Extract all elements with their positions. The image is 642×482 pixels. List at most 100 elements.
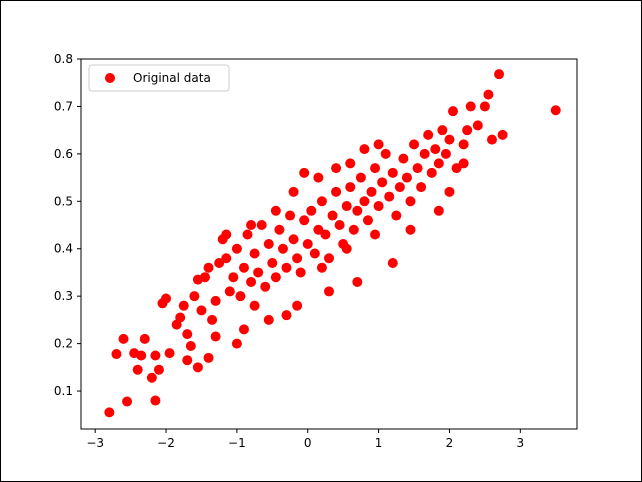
data-point — [249, 248, 260, 259]
data-point — [313, 224, 324, 235]
data-point — [458, 158, 469, 169]
data-point — [153, 364, 164, 375]
data-point — [267, 257, 278, 268]
data-point — [136, 350, 147, 361]
data-point — [497, 129, 508, 140]
data-point — [550, 105, 561, 116]
data-point — [387, 167, 398, 178]
data-point — [465, 101, 476, 112]
data-point — [150, 350, 161, 361]
data-point — [458, 139, 469, 150]
data-point — [139, 333, 150, 344]
data-point — [359, 144, 370, 155]
data-point — [277, 243, 288, 254]
data-point — [270, 272, 281, 283]
data-point — [486, 134, 497, 145]
y-tick-label: 0.5 — [54, 194, 73, 208]
legend-marker — [105, 73, 115, 83]
data-point — [331, 186, 342, 197]
x-tick-label: 2 — [446, 436, 454, 450]
data-point — [391, 210, 402, 221]
data-point — [320, 229, 331, 240]
data-point — [433, 205, 444, 216]
data-point — [448, 106, 458, 117]
data-point — [309, 248, 320, 259]
x-tick-label: −3 — [86, 436, 104, 450]
data-point — [377, 177, 388, 188]
data-point — [231, 338, 242, 349]
data-point — [444, 134, 455, 145]
data-point — [430, 144, 441, 155]
data-point — [405, 196, 416, 207]
data-point — [281, 310, 292, 321]
data-point — [348, 224, 359, 235]
data-point — [334, 220, 345, 231]
x-tick-label: −2 — [157, 436, 175, 450]
data-point — [306, 205, 317, 216]
plot-area — [80, 58, 578, 430]
data-point — [345, 182, 356, 193]
data-point — [178, 300, 189, 311]
data-point — [263, 314, 274, 325]
data-point — [238, 262, 249, 273]
data-point — [412, 163, 423, 174]
data-point — [362, 215, 373, 226]
data-point — [341, 243, 352, 254]
data-point — [401, 172, 412, 183]
data-point — [316, 262, 327, 273]
data-point — [483, 89, 494, 100]
data-point — [210, 331, 221, 342]
x-tick-label: 1 — [375, 436, 383, 450]
data-point — [210, 295, 221, 306]
data-point — [370, 163, 381, 174]
data-point — [373, 201, 384, 212]
data-point — [433, 158, 444, 169]
ticks: −3 −2 −1 0 1 2 3 0.1 0.2 0.3 0.4 0.5 0.6 0.7 0.8 — [54, 52, 524, 450]
data-point — [316, 196, 327, 207]
x-tick-label: 3 — [516, 436, 524, 450]
data-point — [409, 139, 420, 150]
data-point — [228, 272, 239, 283]
data-point — [253, 267, 264, 278]
data-point — [242, 229, 253, 240]
y-tick-label: 0.7 — [54, 99, 73, 113]
data-point — [327, 210, 338, 221]
data-point — [419, 148, 430, 159]
data-point — [214, 257, 225, 268]
data-point — [394, 182, 405, 193]
data-point — [451, 163, 462, 174]
legend-box — [88, 64, 230, 92]
data-point — [292, 300, 303, 311]
data-point — [352, 276, 363, 287]
data-point — [185, 340, 196, 351]
y-tick-label: 0.8 — [54, 52, 73, 66]
data-point — [423, 129, 434, 140]
data-point — [207, 314, 218, 325]
data-point — [299, 167, 310, 178]
data-point — [221, 229, 232, 240]
data-point — [462, 125, 473, 136]
data-point — [331, 163, 342, 174]
data-point — [359, 196, 370, 207]
data-point — [292, 253, 303, 264]
data-point — [175, 312, 186, 323]
data-point — [352, 205, 363, 216]
data-point — [426, 167, 437, 178]
data-point — [118, 333, 129, 344]
data-point — [313, 172, 324, 183]
data-point — [122, 396, 133, 407]
data-point — [246, 220, 257, 231]
x-tick-label: 0 — [304, 436, 312, 450]
data-point — [472, 120, 483, 131]
y-tick-label: 0.2 — [54, 337, 73, 351]
data-point — [111, 349, 122, 360]
data-point — [224, 286, 235, 297]
data-point — [263, 239, 274, 249]
data-point — [161, 293, 172, 304]
data-point — [384, 191, 395, 202]
data-points — [104, 69, 561, 418]
data-point — [405, 224, 416, 235]
legend: Original data — [88, 64, 230, 92]
